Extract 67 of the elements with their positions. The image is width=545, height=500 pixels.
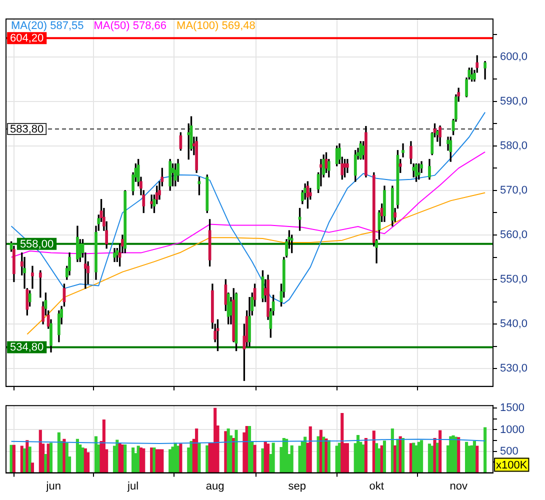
bar [179, 444, 182, 473]
candlestick [150, 194, 153, 209]
bar [438, 430, 442, 473]
bar [62, 438, 66, 473]
bar [327, 440, 330, 473]
x-tick-label: aug [206, 480, 224, 492]
bar [142, 448, 146, 473]
bar [253, 444, 256, 473]
ref-line-label: 558,00 [20, 238, 54, 250]
bar [224, 431, 228, 473]
bar [308, 426, 312, 473]
text: MA(20) 587,55 [11, 20, 84, 32]
ref-line-label: 604,20 [10, 32, 44, 45]
bar [124, 444, 127, 473]
text: MA(50) 578,66 [94, 20, 167, 32]
y-tick-label: 530,0 [500, 362, 528, 375]
x-tick-label: sep [288, 480, 306, 492]
bar [484, 427, 487, 473]
y-tick-label: 590,0 [500, 95, 528, 108]
text: MA(100) 569,48 [176, 20, 256, 32]
bar [457, 437, 460, 473]
bar [364, 438, 368, 473]
bar [152, 447, 156, 473]
bar [26, 440, 29, 473]
y-tick-label: 550,0 [500, 274, 528, 286]
bar [12, 444, 16, 473]
bar [420, 440, 424, 473]
bar [206, 445, 209, 473]
bar [324, 438, 328, 473]
y-tick-label: 1500 [500, 402, 524, 414]
bar [81, 447, 84, 473]
bar [476, 446, 479, 473]
y-tick-label: 570,0 [500, 184, 528, 196]
candlestick [402, 143, 404, 158]
bar [234, 430, 238, 473]
y-axis-title: x100K [496, 459, 528, 472]
bar [346, 443, 349, 473]
bar [272, 442, 275, 473]
bar [49, 442, 53, 473]
bar [28, 446, 32, 473]
bar [160, 449, 164, 473]
bar [396, 438, 400, 473]
bar [30, 462, 34, 473]
bar [290, 445, 294, 473]
bar [44, 454, 48, 473]
bar [433, 438, 436, 473]
bar [382, 440, 386, 473]
bar [190, 441, 193, 473]
candlestick [31, 266, 34, 289]
x-tick-label: jul [126, 480, 139, 492]
x-tick-label: okt [369, 480, 384, 492]
y-tick-label: 580,0 [500, 140, 528, 152]
bar [261, 448, 264, 473]
y-tick-label: 540,0 [500, 318, 528, 330]
bar [340, 413, 344, 473]
bar [116, 440, 119, 473]
ref-line-label: 534,80 [10, 342, 44, 354]
x-tick-label: nov [450, 480, 468, 492]
y-tick-label: 600,0 [500, 50, 528, 63]
bar [86, 452, 90, 473]
bar [401, 438, 405, 473]
x-tick-label: jun [45, 480, 61, 492]
ref-line-label: 583,80 [10, 124, 44, 136]
y-tick-label: 500 [500, 445, 518, 458]
y-tick-label: 1000 [500, 424, 524, 436]
y-tick-label: 560,0 [500, 229, 528, 242]
bar [198, 442, 201, 473]
